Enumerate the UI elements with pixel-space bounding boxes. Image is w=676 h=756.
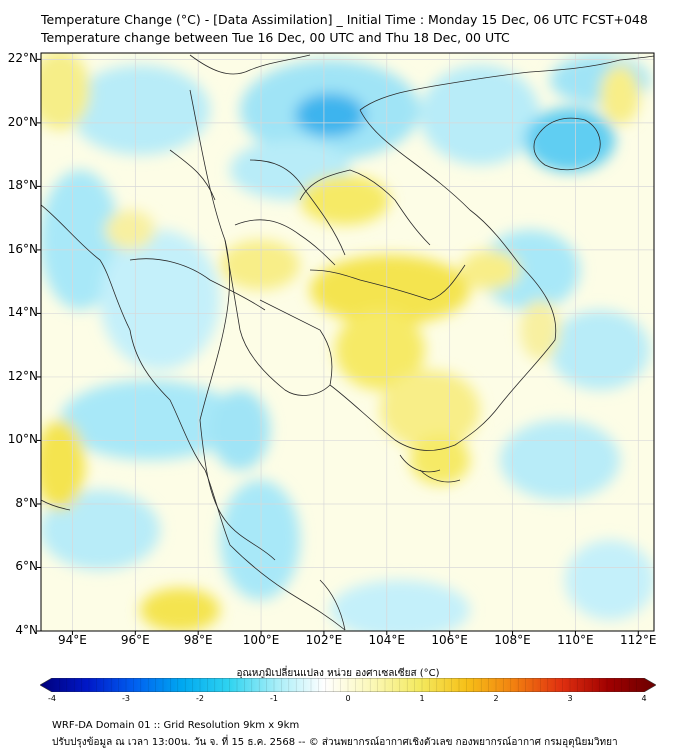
colorbar-tick-label: 2 [493,694,499,703]
lon-label: 108°E [494,633,531,647]
axis-ticks [37,58,639,635]
colorbar-tick-label: 0 [345,694,351,703]
lon-label: 96°E [120,633,150,647]
lat-label: 4°N [15,623,38,637]
colorbar-tick-label: 4 [641,694,647,703]
lon-label: 102°E [305,633,343,647]
lon-label: 106°E [431,633,468,647]
map-frame [40,52,655,632]
colorbar-divisions [59,678,637,692]
footer-line-1: WRF-DA Domain 01 :: Grid Resolution 9km … [52,720,300,731]
colorbar-bar [40,678,656,692]
lon-label: 110°E [557,633,594,647]
lat-label: 22°N [7,51,38,66]
lat-label: 12°N [7,368,38,383]
temperature-change-map [37,52,655,635]
lat-label: 8°N [15,495,38,510]
colorbar-tick-label: -1 [270,694,278,703]
colorbar-title: อุณหภูมิเปลี่ยนแปลง หน่วย องศาเซลเซียส (… [236,668,440,679]
lat-label: 20°N [7,114,38,129]
footer-line-2: ปรับปรุงข้อมูล ณ เวลา 13:00น. วัน จ. ที่… [52,737,618,748]
colorbar-tick-label: 3 [567,694,573,703]
colorbar-tick-label: -4 [48,694,56,703]
title-line-2: Temperature change between Tue 16 Dec, 0… [41,30,510,45]
colorbar-tick-label: 1 [419,694,425,703]
lon-label: 104°E [368,633,406,647]
colorbar-tick-label: -3 [122,694,130,703]
lon-label: 100°E [242,633,280,647]
graticule [41,53,654,631]
lat-label: 18°N [7,178,38,193]
coastlines-and-borders [41,54,654,631]
lon-label: 94°E [57,633,87,647]
lat-label: 6°N [15,559,38,574]
lon-label: 112°E [620,633,657,647]
title-line-1: Temperature Change (°C) - [Data Assimila… [41,12,648,27]
lat-label: 14°N [7,305,38,320]
lon-label: 98°E [183,633,213,647]
lat-label: 16°N [7,241,38,256]
colorbar-tick-label: -2 [196,694,204,703]
lat-label: 10°N [7,432,38,447]
colorbar [40,678,656,692]
